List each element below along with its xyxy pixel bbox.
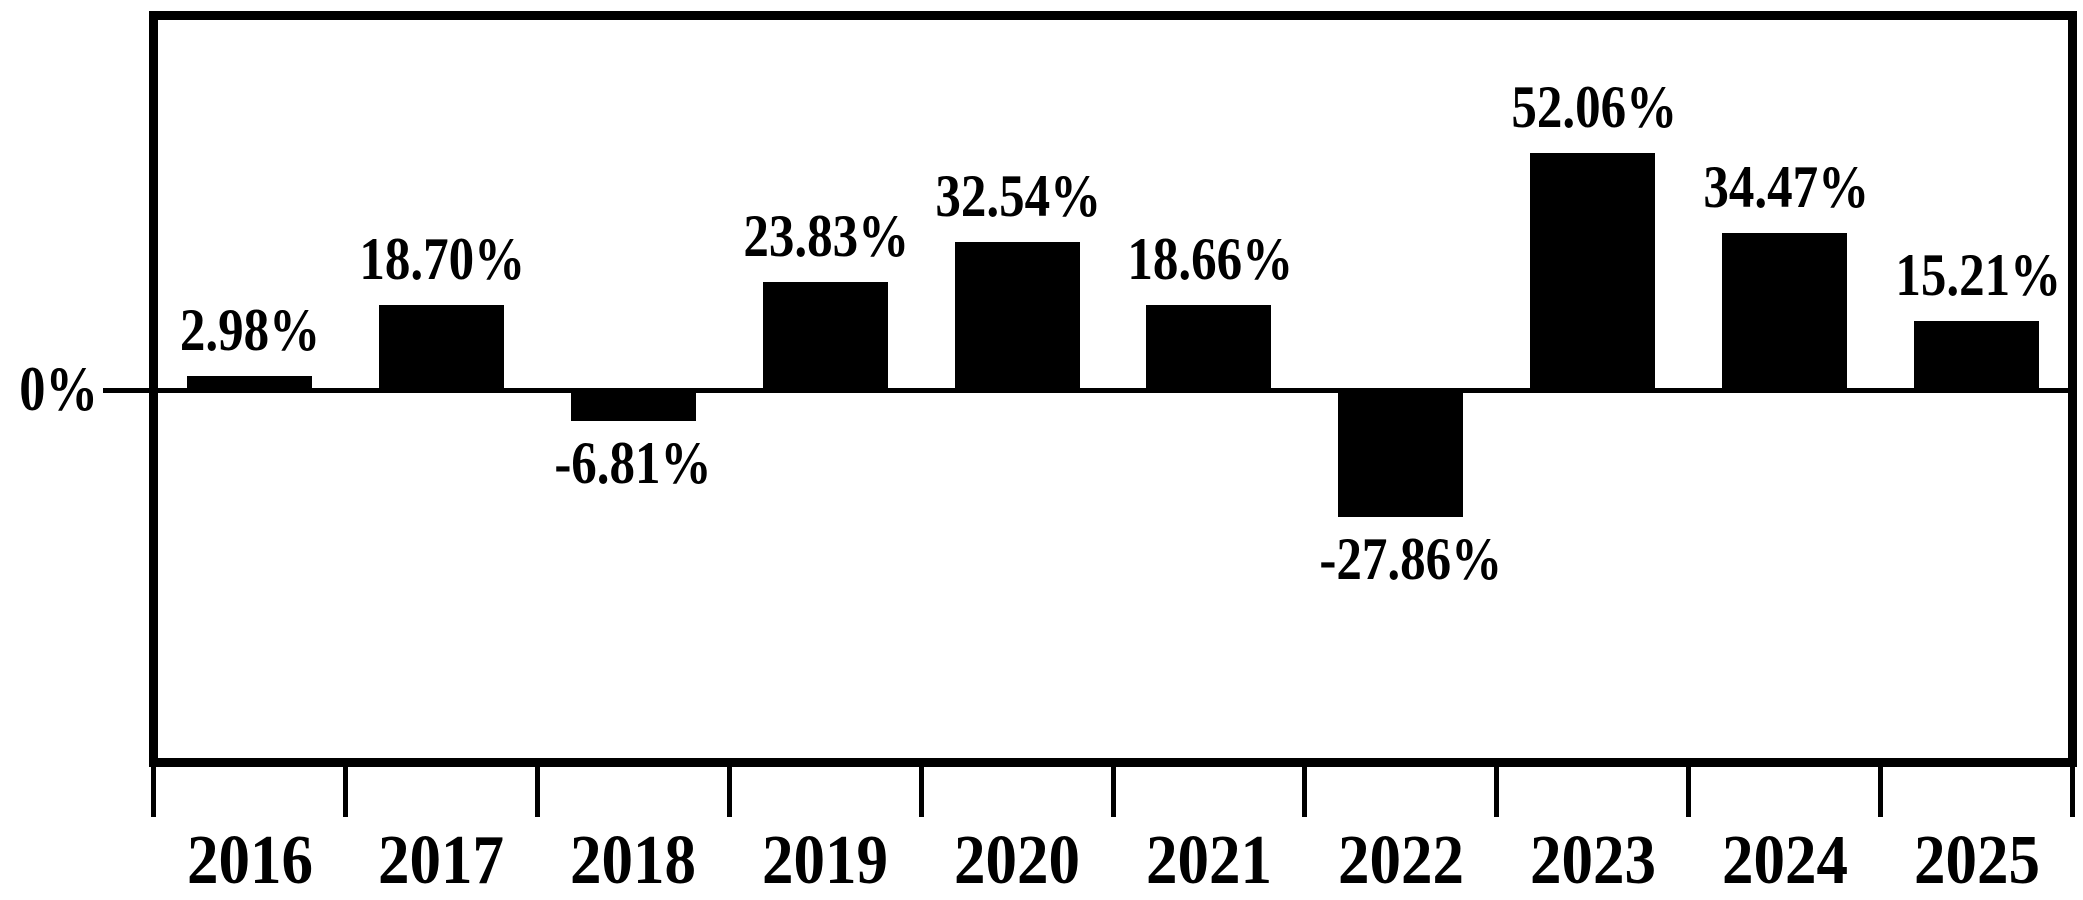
x-axis-tick-1	[342, 767, 348, 817]
x-axis-tick-2	[534, 767, 540, 817]
value-label-2024: 34.47%	[1703, 154, 1869, 221]
bar-2023	[1530, 153, 1656, 392]
x-axis-tick-9	[1878, 767, 1884, 817]
bar-2024	[1722, 233, 1848, 392]
x-axis-tick-3	[726, 767, 732, 817]
bar-2019	[762, 281, 888, 392]
x-axis-tick-5	[1110, 767, 1116, 817]
x-axis-label-2017: 2017	[378, 822, 505, 899]
x-axis-tick-4	[918, 767, 924, 817]
x-axis-label-2024: 2024	[1721, 822, 1848, 899]
x-axis-tick-10	[2070, 767, 2075, 817]
bar-2017	[378, 305, 504, 392]
x-axis-label-2022: 2022	[1337, 822, 1464, 899]
y-axis-zero-tick-label: 0%	[19, 353, 98, 424]
x-axis-label-2021: 2021	[1145, 822, 1272, 899]
value-label-2020: 32.54%	[935, 163, 1102, 230]
bar-2020	[954, 242, 1080, 392]
x-axis-tick-8	[1686, 767, 1692, 817]
x-axis-label-2018: 2018	[570, 822, 697, 899]
zero-baseline	[103, 388, 2068, 393]
value-label-2017: 18.70%	[359, 226, 526, 293]
x-axis-label-2019: 2019	[762, 822, 889, 899]
x-axis-tick-7	[1494, 767, 1500, 817]
x-axis-tick-0	[151, 767, 156, 817]
plot-area-border	[149, 11, 2077, 767]
value-label-2021: 18.66%	[1127, 226, 1294, 293]
bar-2022	[1338, 389, 1464, 517]
x-axis-tick-6	[1302, 767, 1308, 817]
value-label-2019: 23.83%	[743, 202, 910, 269]
bar-2018	[570, 389, 696, 421]
value-label-2018: -6.81%	[554, 429, 712, 496]
value-label-2022: -27.86%	[1319, 525, 1503, 592]
x-axis-label-2025: 2025	[1913, 822, 2040, 899]
x-axis-label-2020: 2020	[954, 822, 1081, 899]
x-axis-label-2023: 2023	[1529, 822, 1656, 899]
x-axis-label-2016: 2016	[186, 822, 313, 899]
bar-2021	[1146, 305, 1272, 392]
bar-2025	[1914, 320, 2040, 392]
value-label-2023: 52.06%	[1511, 74, 1677, 141]
value-label-2016: 2.98%	[179, 297, 320, 364]
value-label-2025: 15.21%	[1894, 241, 2061, 308]
bar-2016	[186, 376, 312, 392]
